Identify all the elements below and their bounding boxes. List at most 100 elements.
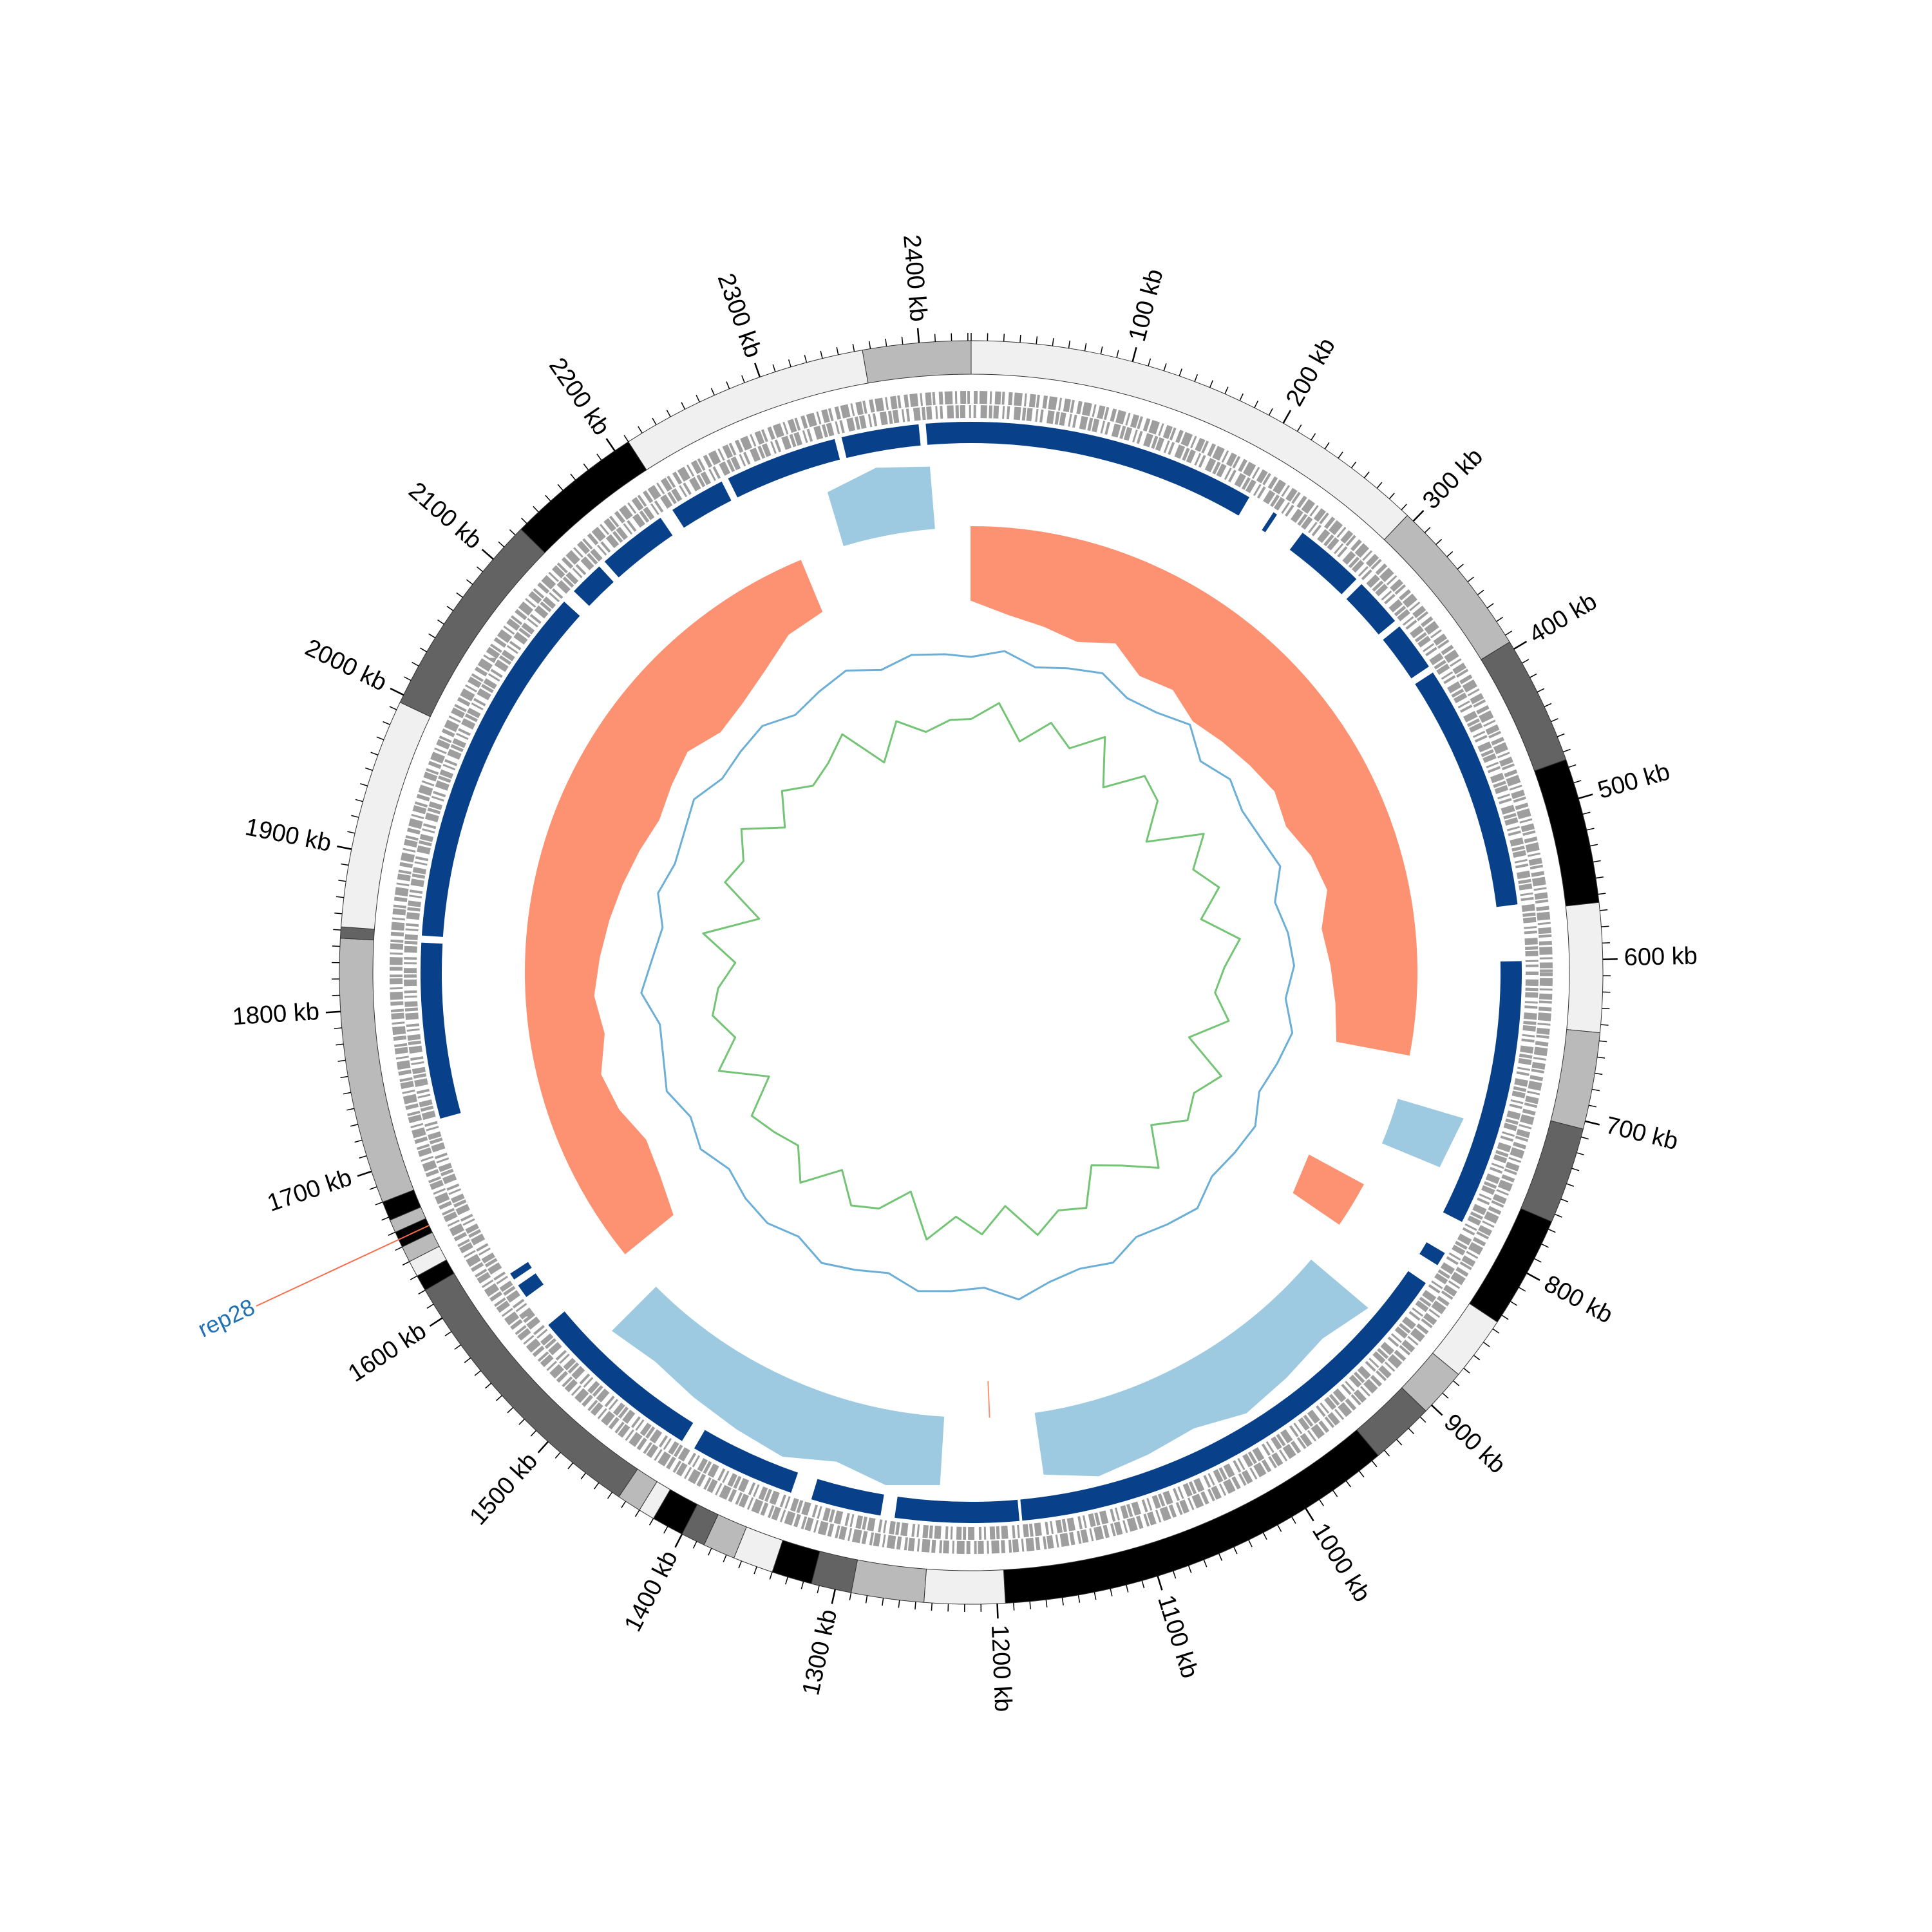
minor-tick [1332,1490,1338,1497]
ring-segment [862,340,972,384]
minor-tick [376,736,384,741]
minor-tick [800,1581,804,1589]
minor-tick [383,721,390,725]
minor-tick [1589,844,1598,847]
minor-tick [466,579,473,585]
tick-label: 800 kb [1540,1270,1617,1329]
minor-tick [1571,1168,1580,1171]
minor-tick [428,633,436,639]
minor-tick [1173,1571,1177,1579]
block [518,1273,544,1297]
minor-tick [1601,925,1609,927]
minor-tick [1277,1524,1282,1532]
minor-tick [507,1406,514,1414]
minor-tick [1141,1580,1145,1589]
minor-tick [570,473,576,480]
gene-reverse [404,405,1539,1540]
minor-tick [375,1201,383,1206]
minor-tick [1396,1439,1403,1446]
block [1346,583,1396,635]
minor-tick [580,1472,587,1480]
minor-tick [1388,493,1395,500]
minor-tick [621,1501,627,1508]
minor-tick [381,1217,389,1221]
major-tick [537,1441,549,1454]
major-tick [831,1589,836,1604]
minor-tick [1209,380,1213,388]
minor-tick [388,1231,396,1236]
minor-tick [772,364,776,372]
block [421,942,461,1119]
major-tick [1305,1508,1314,1522]
minor-tick [1548,1229,1556,1233]
block [925,422,971,445]
minor-tick [1239,393,1244,401]
minor-tick [1463,1367,1470,1374]
minor-tick [336,1043,344,1046]
skew-positive [971,526,1417,1056]
major-tick [481,549,494,560]
minor-tick [1003,334,1005,342]
annotation-line [256,1224,430,1307]
minor-tick [1262,1532,1267,1540]
major-tick [1513,640,1528,650]
minor-tick [1510,1301,1518,1306]
minor-tick [351,815,359,818]
minor-tick [1384,1450,1390,1457]
minor-tick [1291,1516,1296,1524]
block [574,566,614,606]
ring-segment [1481,641,1567,772]
gc-track [702,702,1241,1241]
gene-track [390,391,1553,1554]
minor-tick [1453,1380,1460,1387]
minor-tick [476,566,484,573]
ring-segment [520,441,647,553]
minor-tick [1094,1592,1097,1600]
minor-tick [418,1289,426,1295]
tick-label: 1200 kb [986,1624,1017,1712]
ring-segment [1565,902,1604,1034]
block [548,1311,694,1441]
minor-tick [753,1566,757,1575]
minor-tick [444,1331,452,1337]
tick-label: 1900 kb [243,813,334,857]
minor-tick [1100,346,1103,355]
block [1415,672,1518,907]
tick-label: 2400 kb [898,234,932,323]
minor-tick [360,783,368,787]
tick-label: 1600 kb [343,1317,431,1387]
block [510,1262,532,1280]
minor-tick [836,347,839,355]
minor-tick [914,1602,916,1610]
minor-tick [333,929,341,931]
tick-label: 100 kb [1124,266,1169,344]
minor-tick [355,799,363,802]
minor-tick [1084,343,1087,352]
minor-tick [369,1186,377,1190]
minor-tick [1501,1314,1509,1320]
minor-tick [1036,336,1038,345]
block [694,1430,799,1493]
minor-tick [1350,461,1357,469]
major-tick [429,1317,443,1327]
minor-tick [1442,1392,1449,1399]
minor-tick [557,484,564,491]
minor-tick [649,1518,654,1526]
tick-label: 2000 kb [301,634,391,697]
gene-forward [390,391,1553,1554]
minor-tick [898,1600,900,1608]
block [672,481,732,528]
minor-tick [1541,1244,1549,1248]
minor-tick [1116,350,1119,358]
minor-tick [338,880,346,882]
minor-tick [446,605,454,611]
minor-tick [1580,1136,1589,1140]
minor-tick [498,541,505,547]
minor-tick [710,388,715,395]
block [1262,512,1278,533]
minor-tick [1248,1539,1253,1548]
minor-tick [623,435,629,442]
tick-label: 1500 kb [464,1448,543,1531]
tick-label: 500 kb [1595,758,1672,804]
minor-tick [804,355,808,363]
